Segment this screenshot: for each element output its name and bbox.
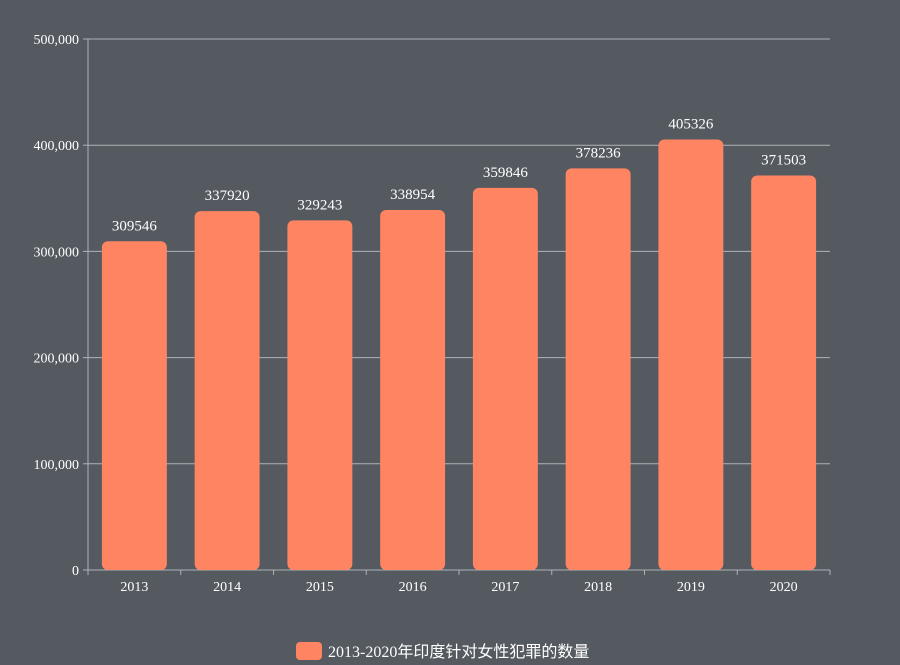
data-label-2020: 371503 [761, 152, 806, 168]
bar-2014[interactable] [194, 211, 260, 570]
x-tick-label: 2019 [677, 580, 705, 595]
bars [101, 139, 817, 571]
bar-2020[interactable] [751, 175, 817, 571]
data-label-2019: 405326 [668, 117, 714, 133]
y-tick-label: 300,000 [34, 245, 80, 260]
y-tick-label: 400,000 [34, 139, 80, 154]
y-tick-label: 0 [72, 564, 79, 579]
y-tick-label: 100,000 [34, 458, 80, 473]
data-label-2018: 378236 [576, 145, 622, 161]
bar-2013[interactable] [101, 241, 167, 570]
legend[interactable]: 2013-2020年印度针对女性犯罪的数量 [296, 642, 589, 661]
data-label-2014: 337920 [205, 188, 250, 204]
bar-2019[interactable] [658, 139, 724, 570]
bar-2017[interactable] [472, 187, 538, 570]
data-label-2015: 329243 [297, 197, 342, 213]
legend-swatch[interactable] [296, 642, 322, 660]
x-tick-label: 2020 [770, 580, 798, 595]
x-tick-label: 2015 [306, 580, 334, 595]
legend-label[interactable]: 2013-2020年印度针对女性犯罪的数量 [328, 642, 589, 661]
x-tick-label: 2017 [491, 580, 519, 595]
x-tick-label: 2014 [213, 580, 241, 595]
x-tick-label: 2013 [120, 580, 148, 595]
x-tick-label: 2018 [584, 580, 612, 595]
data-labels: 309546 337920 329243 338954 359846 378236 4053… [112, 117, 806, 235]
y-tick-label: 200,000 [34, 352, 80, 367]
bar-2018[interactable] [565, 168, 631, 571]
y-tick-label: 500,000 [34, 33, 80, 48]
x-tick-label: 2016 [399, 580, 427, 595]
data-label-2017: 359846 [483, 165, 529, 181]
bar-2015[interactable] [287, 220, 353, 570]
data-label-2013: 309546 [112, 218, 158, 234]
data-label-2016: 338954 [390, 187, 436, 203]
bar-2016[interactable] [380, 210, 446, 570]
